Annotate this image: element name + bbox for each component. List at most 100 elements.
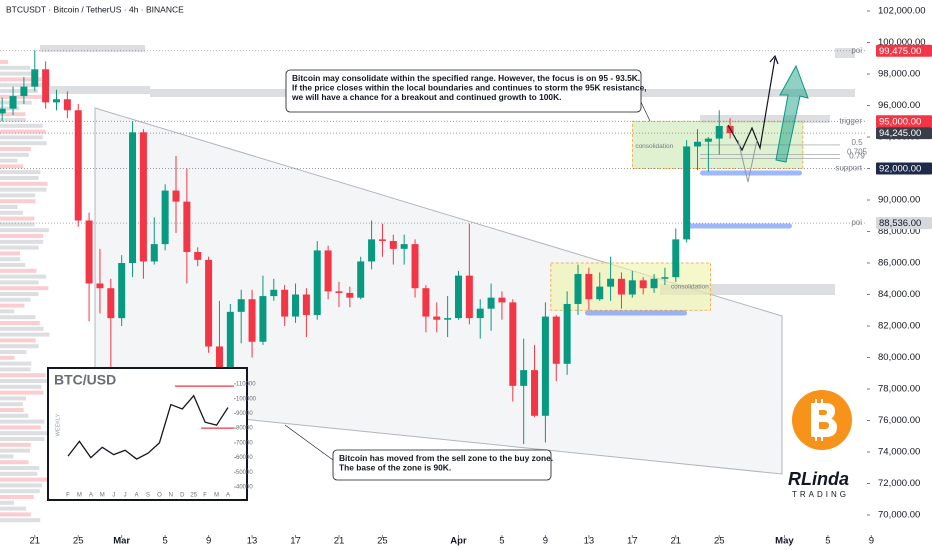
volume-profile-bar xyxy=(0,350,27,354)
price-tag xyxy=(876,44,932,57)
volume-profile-bar xyxy=(0,176,39,180)
candle-body xyxy=(389,240,397,249)
inset-x-label: A xyxy=(226,493,230,499)
volume-profile-bar xyxy=(0,129,46,134)
bitcoin-glyph xyxy=(811,399,838,441)
candle-body xyxy=(422,288,430,317)
projection-path xyxy=(727,57,776,152)
zone-label: consolidation xyxy=(635,143,673,150)
candle-body xyxy=(368,239,376,262)
volume-profile-bar xyxy=(0,77,42,82)
volume-profile-bar xyxy=(0,309,15,314)
x-tick-label: 25 xyxy=(377,536,388,547)
candle-body xyxy=(63,99,71,111)
y-tick-label: 86,000.00 xyxy=(878,258,920,269)
candle-body xyxy=(194,251,202,260)
annotation-box xyxy=(285,69,642,113)
volume-profile-bar xyxy=(0,210,23,215)
candle-body xyxy=(498,297,506,303)
candle-body xyxy=(465,275,473,319)
candle-body xyxy=(205,259,213,347)
candle-body xyxy=(215,346,223,382)
volume-profile-bar xyxy=(0,332,50,337)
annotation-text: we will have a chance for a breakout and… xyxy=(291,92,561,102)
candle-body xyxy=(357,261,365,298)
inset-x-label: M xyxy=(77,493,82,499)
candle-body xyxy=(617,278,625,295)
inset-x-label: S xyxy=(146,493,150,499)
inset-y-label: 100000 xyxy=(236,396,257,402)
volume-profile-bar xyxy=(0,234,44,238)
callout-pointer xyxy=(284,424,334,461)
volume-profile-bar xyxy=(0,367,31,372)
x-tick-label: 5 xyxy=(825,536,830,547)
candle-body xyxy=(661,277,669,279)
inset-x-label: A xyxy=(135,493,139,499)
volume-profile-bar xyxy=(0,205,18,209)
y-tick-label: 72,000.00 xyxy=(878,478,920,489)
level-note: support xyxy=(835,164,862,173)
candle-body xyxy=(346,292,354,298)
volume-profile-bar xyxy=(0,384,42,389)
volume-profile-bar xyxy=(0,326,44,331)
y-tick-label: 76,000.00 xyxy=(878,415,920,426)
volume-profile-bar xyxy=(0,71,36,76)
volume-profile-bar xyxy=(0,344,39,349)
candle-body xyxy=(531,370,539,416)
volume-profile-bar xyxy=(0,518,41,523)
volume-profile-bar xyxy=(0,396,27,401)
candle-body xyxy=(704,138,712,142)
volume-profile-bar xyxy=(0,199,36,204)
y-tick-label: 78,000.00 xyxy=(878,384,920,395)
volume-profile-bar xyxy=(0,303,25,308)
inset-x-label: M xyxy=(100,493,105,499)
volume-profile-bar xyxy=(0,257,21,262)
volume-profile-bar xyxy=(0,448,31,453)
candle-body xyxy=(694,141,702,147)
candle-body xyxy=(150,244,158,262)
inset-y-label: 80000 xyxy=(236,426,253,432)
candle-body xyxy=(715,125,723,139)
projection-arrowhead xyxy=(769,54,779,65)
volume-profile-bar xyxy=(0,437,45,441)
volume-profile-bar xyxy=(0,471,38,476)
y-tick-label: 90,000.00 xyxy=(878,195,920,206)
volume-profile-bar xyxy=(0,286,49,291)
volume-profile-bar xyxy=(0,222,35,227)
volume-profile-bar xyxy=(0,65,31,70)
y-tick-label: 80,000.00 xyxy=(878,352,920,363)
logo-name: RLinda xyxy=(788,469,849,489)
fib-label: 0.705 xyxy=(847,148,868,157)
inset-side-label: WEEKLY xyxy=(55,413,61,436)
candle-body xyxy=(672,239,680,278)
candle-body xyxy=(541,316,549,416)
inset-y-label: 50000 xyxy=(236,470,253,476)
candle-body xyxy=(85,220,93,284)
volume-profile-bar xyxy=(0,506,27,511)
volume-profile-bar xyxy=(0,483,43,488)
candle-body xyxy=(520,370,528,386)
level-note: poi xyxy=(851,46,862,55)
candle-body xyxy=(628,280,636,295)
candle-body xyxy=(411,244,419,289)
volume-profile-bar xyxy=(0,216,35,221)
price-tag-label: 88,536.00 xyxy=(879,218,921,229)
candle-body xyxy=(400,244,408,249)
green-arrow xyxy=(775,64,809,163)
volume-profile-bar xyxy=(0,187,47,192)
candle-body xyxy=(476,308,484,319)
inset-x-label: A xyxy=(89,493,93,499)
volume-profile-bar xyxy=(0,245,39,250)
x-tick-label: 21 xyxy=(670,536,681,547)
candle-body xyxy=(96,283,104,289)
price-tag xyxy=(876,115,932,128)
wedge xyxy=(94,107,783,475)
volume-profile-bar xyxy=(0,263,26,267)
candle-body xyxy=(378,239,386,241)
volume-profile-bar xyxy=(0,338,36,343)
price-tag-label: 94,245.00 xyxy=(879,128,921,139)
volume-profile-bar xyxy=(0,181,48,186)
x-tick-label: Mar xyxy=(113,536,130,547)
volume-profile-bar xyxy=(0,239,44,244)
